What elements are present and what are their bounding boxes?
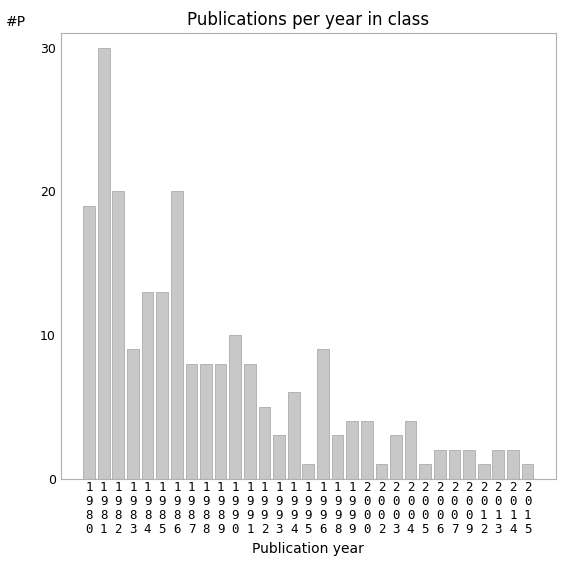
Bar (434, 450, 446, 479)
Bar (83, 206, 95, 479)
Bar (215, 363, 226, 479)
Bar (346, 421, 358, 479)
Bar (200, 363, 212, 479)
Bar (302, 464, 314, 479)
Bar (507, 450, 519, 479)
Bar (98, 48, 109, 479)
Bar (493, 450, 504, 479)
Bar (171, 192, 183, 479)
Bar (420, 464, 431, 479)
Bar (288, 392, 299, 479)
Bar (522, 464, 534, 479)
Bar (142, 292, 154, 479)
Bar (230, 335, 241, 479)
Bar (185, 363, 197, 479)
Bar (127, 349, 139, 479)
Bar (390, 435, 402, 479)
X-axis label: Publication year: Publication year (252, 542, 364, 556)
Bar (375, 464, 387, 479)
Bar (259, 407, 270, 479)
Bar (478, 464, 489, 479)
Bar (448, 450, 460, 479)
Bar (332, 435, 344, 479)
Bar (463, 450, 475, 479)
Bar (317, 349, 329, 479)
Bar (405, 421, 416, 479)
Y-axis label: #P: #P (6, 15, 26, 29)
Bar (244, 363, 256, 479)
Bar (112, 192, 124, 479)
Title: Publications per year in class: Publications per year in class (187, 11, 429, 29)
Bar (273, 435, 285, 479)
Bar (361, 421, 373, 479)
Bar (156, 292, 168, 479)
